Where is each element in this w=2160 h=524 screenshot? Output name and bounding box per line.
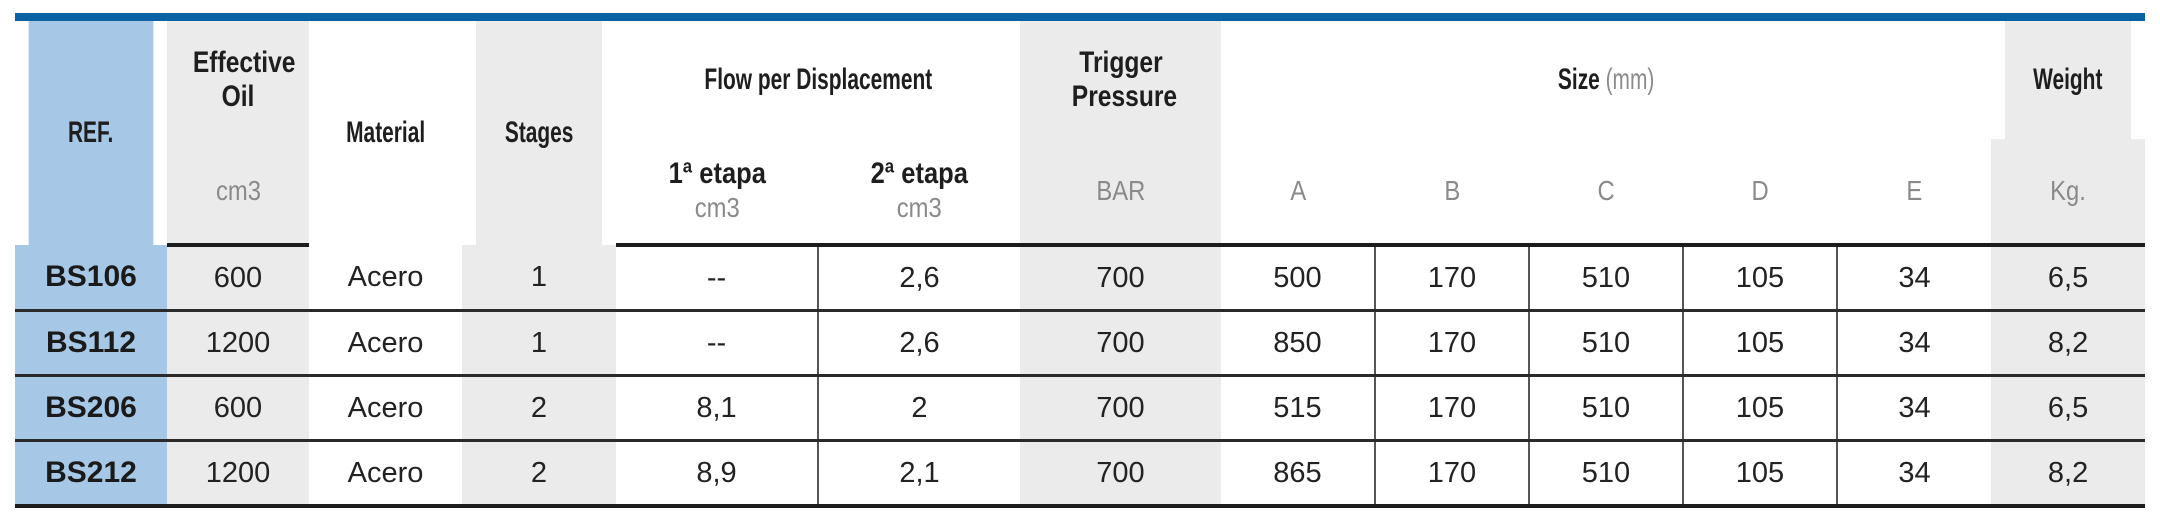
subheader-stage2-unit: cm3 (896, 192, 942, 223)
subheader-stage2: 2ª etapa cm3 (818, 139, 1020, 247)
cell-size-c: 510 (1528, 310, 1683, 377)
cell-size-e: 34 (1835, 375, 1992, 442)
cell-trigger: 700 (1020, 375, 1221, 442)
subheader-oil-unit: cm3 (167, 139, 309, 247)
cell-size-e: 34 (1835, 440, 1992, 508)
table-row: BS106 600 Acero 1 -- 2,6 700 500 170 510… (15, 245, 2146, 312)
subheader-stage1: 1ª etapa cm3 (616, 139, 818, 247)
cell-weight: 6,5 (1991, 375, 2146, 442)
subheader-size-e: E (1837, 139, 1992, 247)
header-weight: Weight (2004, 13, 2132, 139)
table-row: BS206 600 Acero 2 8,1 2 700 515 170 510 … (15, 375, 2146, 442)
cell-size-a: 850 (1221, 310, 1375, 377)
cell-material: Acero (309, 375, 462, 442)
header-effective-oil: Effective Oil (167, 13, 309, 139)
cell-size-b: 170 (1374, 375, 1529, 442)
cell-flow2: 2,6 (817, 310, 1020, 377)
cell-ref: BS212 (15, 440, 167, 508)
header-material: Material (322, 13, 449, 245)
cell-ref: BS106 (15, 245, 167, 312)
cell-material: Acero (309, 440, 462, 508)
cell-flow1: -- (616, 310, 818, 377)
cell-stages: 1 (462, 245, 616, 312)
cell-weight: 8,2 (1991, 440, 2146, 508)
cell-size-a: 500 (1221, 245, 1375, 312)
cell-material: Acero (309, 310, 462, 377)
cell-ref: BS206 (15, 375, 167, 442)
cell-oil: 600 (167, 245, 309, 312)
cell-stages: 2 (462, 440, 616, 508)
cell-size-b: 170 (1374, 310, 1529, 377)
cell-trigger: 700 (1020, 310, 1221, 377)
subheader-size-a: A (1221, 139, 1375, 247)
subheader-size-d: D (1683, 139, 1837, 247)
cell-oil: 1200 (167, 440, 309, 508)
cell-size-b: 170 (1374, 440, 1529, 508)
table-row: BS212 1200 Acero 2 8,9 2,1 700 865 170 5… (15, 440, 2146, 508)
header-stages: Stages (475, 13, 603, 245)
table-row: BS112 1200 Acero 1 -- 2,6 700 850 170 51… (15, 310, 2146, 377)
cell-size-e: 34 (1835, 310, 1992, 377)
cell-flow2: 2 (817, 375, 1020, 442)
cell-flow2: 2,6 (817, 245, 1020, 312)
cell-oil: 1200 (167, 310, 309, 377)
cell-weight: 8,2 (1991, 310, 2146, 377)
cell-flow1: 8,1 (616, 375, 818, 442)
header-size: Size (mm) (1290, 13, 1922, 139)
header-trigger: Trigger Pressure (1020, 13, 1221, 139)
header-row-top: REF. Effective Oil Material Stages Flow … (15, 13, 2145, 245)
cell-stages: 1 (462, 310, 616, 377)
cell-size-d: 105 (1682, 245, 1837, 312)
cell-material: Acero (309, 245, 462, 312)
subheader-size-c: C (1529, 139, 1683, 247)
cell-flow1: -- (616, 245, 818, 312)
cell-size-e: 34 (1835, 245, 1992, 312)
cell-size-c: 510 (1528, 375, 1683, 442)
cell-size-c: 510 (1528, 245, 1683, 312)
subheader-trigger-unit: BAR (1020, 139, 1221, 247)
subheader-stage1-unit: cm3 (694, 192, 740, 223)
cell-ref: BS112 (15, 310, 167, 377)
cell-trigger: 700 (1020, 440, 1221, 508)
cell-size-d: 105 (1682, 310, 1837, 377)
cell-size-a: 515 (1221, 375, 1375, 442)
subheader-weight-unit: Kg. (1991, 139, 2146, 247)
cell-size-b: 170 (1374, 245, 1529, 312)
cell-flow1: 8,9 (616, 440, 818, 508)
header-size-unit: (mm) (1605, 63, 1655, 96)
cell-size-d: 105 (1682, 440, 1837, 508)
header-flow: Flow per Displacement (652, 13, 984, 139)
header-ref: REF. (28, 13, 154, 245)
cell-trigger: 700 (1020, 245, 1221, 312)
subheader-size-b: B (1375, 139, 1529, 247)
cell-stages: 2 (462, 375, 616, 442)
cell-size-d: 105 (1682, 375, 1837, 442)
cell-flow2: 2,1 (817, 440, 1020, 508)
cell-oil: 600 (167, 375, 309, 442)
cell-size-a: 865 (1221, 440, 1375, 508)
spec-table: REF. Effective Oil Material Stages Flow … (15, 13, 2146, 508)
header-row-bottom: cm3 1ª etapa cm3 2ª etapa cm3 BAR A B C D … (15, 139, 2146, 247)
cell-size-c: 510 (1528, 440, 1683, 508)
cell-weight: 6,5 (1991, 245, 2146, 312)
